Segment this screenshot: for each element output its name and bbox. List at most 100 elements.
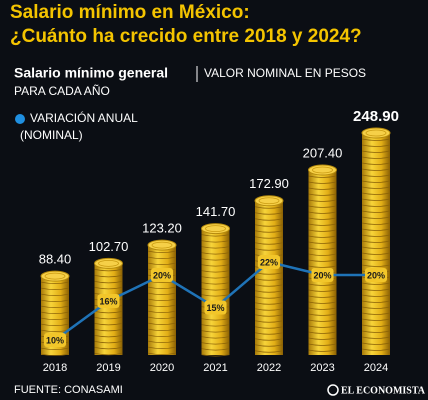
legend-label: VARIACIÓN ANUAL xyxy=(30,110,138,125)
x-tick-label: 2022 xyxy=(257,362,281,374)
coin-edge xyxy=(361,150,391,153)
coin-edge xyxy=(254,344,284,347)
coin-edge xyxy=(94,329,123,332)
x-tick-label: 2021 xyxy=(203,362,227,374)
coin-edge xyxy=(147,346,177,350)
coin-edge xyxy=(94,347,123,350)
coin-edge xyxy=(308,349,337,352)
coin-edge xyxy=(201,282,230,285)
coin-edge xyxy=(361,318,391,321)
coin-edge xyxy=(308,187,337,190)
coin-edge xyxy=(361,180,391,183)
coin-edge xyxy=(308,331,337,334)
coin-face xyxy=(312,166,333,174)
coin-edge xyxy=(94,269,123,272)
coin-edge xyxy=(201,342,230,345)
coin-edge xyxy=(40,299,70,303)
point-label-box xyxy=(365,268,387,282)
legend-label: (NOMINAL) xyxy=(20,128,83,142)
value-label: 123.20 xyxy=(142,221,182,236)
coin-edge xyxy=(201,276,230,279)
coin-edge xyxy=(94,275,123,278)
coin-edge xyxy=(308,211,337,214)
coin-edge xyxy=(361,330,391,333)
coin-edge xyxy=(254,290,284,293)
point-label: 16% xyxy=(99,296,117,306)
coin-edge xyxy=(361,246,391,249)
coin-edge xyxy=(40,353,70,357)
coin-edge xyxy=(94,317,123,320)
point-label: 10% xyxy=(46,335,64,345)
coin-edge xyxy=(361,210,391,213)
coin-edge xyxy=(201,252,230,255)
logo-icon xyxy=(327,384,339,396)
x-tick-label: 2019 xyxy=(96,362,120,374)
coin-edge xyxy=(361,342,391,345)
coin-edge xyxy=(147,262,177,266)
coin-edge xyxy=(308,265,337,268)
coin-edge xyxy=(40,347,70,351)
point-label-box xyxy=(258,255,280,269)
coin-edge xyxy=(308,343,337,346)
coin-edge xyxy=(361,312,391,315)
coin-edge xyxy=(361,198,391,201)
coin-edge xyxy=(40,311,70,315)
coin-edge xyxy=(40,317,70,321)
coin-edge xyxy=(254,314,284,317)
coin-edge xyxy=(147,340,177,344)
coin-edge xyxy=(361,228,391,231)
coin-edge xyxy=(254,284,284,287)
coin-edge xyxy=(147,328,177,332)
coin-edge xyxy=(254,332,284,335)
value-label: 88.40 xyxy=(39,252,72,267)
coin-stack xyxy=(201,228,230,355)
coin-edge xyxy=(308,307,337,310)
coin-edge xyxy=(201,264,230,267)
coin-edge xyxy=(94,335,123,338)
coin-edge xyxy=(254,248,284,251)
coin-edge xyxy=(361,156,391,159)
coin-edge xyxy=(201,246,230,249)
coin-edge xyxy=(361,168,391,171)
coin-edge xyxy=(94,287,123,290)
coin-edge xyxy=(40,287,70,291)
coin-edge xyxy=(254,326,284,329)
coin-edge xyxy=(308,175,337,178)
coin-edge xyxy=(40,323,70,327)
coin-edge xyxy=(201,354,230,357)
coin-edge xyxy=(361,204,391,207)
chart-subtitle: VALOR NOMINAL EN PESOS xyxy=(204,66,366,80)
title-line: ¿Cuánto ha crecido entre 2018 y 2024? xyxy=(10,26,362,47)
point-label: 20% xyxy=(367,270,385,280)
coin-edge xyxy=(201,234,230,237)
coin-edge xyxy=(361,186,391,189)
coin-edge xyxy=(94,281,123,284)
coin-edge xyxy=(201,330,230,333)
coin-edge xyxy=(361,288,391,291)
coin-edge xyxy=(201,258,230,261)
coin-edge xyxy=(361,294,391,297)
point-label-box xyxy=(97,294,120,308)
value-label: 141.70 xyxy=(196,204,236,219)
chart-title: Salario mínimo general xyxy=(14,65,168,81)
coin-edge xyxy=(94,341,123,344)
coin-edge xyxy=(308,253,337,256)
coin-edge xyxy=(308,313,337,316)
value-label: 172.90 xyxy=(249,176,289,191)
coin-edge xyxy=(254,350,284,353)
coin-edge xyxy=(147,292,177,296)
coin-edge xyxy=(308,337,337,340)
legend-marker xyxy=(15,114,25,124)
coin-edge xyxy=(94,353,123,356)
coin-edge xyxy=(308,205,337,208)
value-label: 248.90 xyxy=(353,108,399,125)
x-tick-label: 2023 xyxy=(310,362,334,374)
coin-edge xyxy=(361,240,391,243)
coin-face xyxy=(365,129,387,137)
coin-edge xyxy=(254,236,284,239)
coin-edge xyxy=(147,352,177,356)
coin-edge xyxy=(308,325,337,328)
coin-edge xyxy=(308,223,337,226)
coin-face xyxy=(258,197,280,205)
